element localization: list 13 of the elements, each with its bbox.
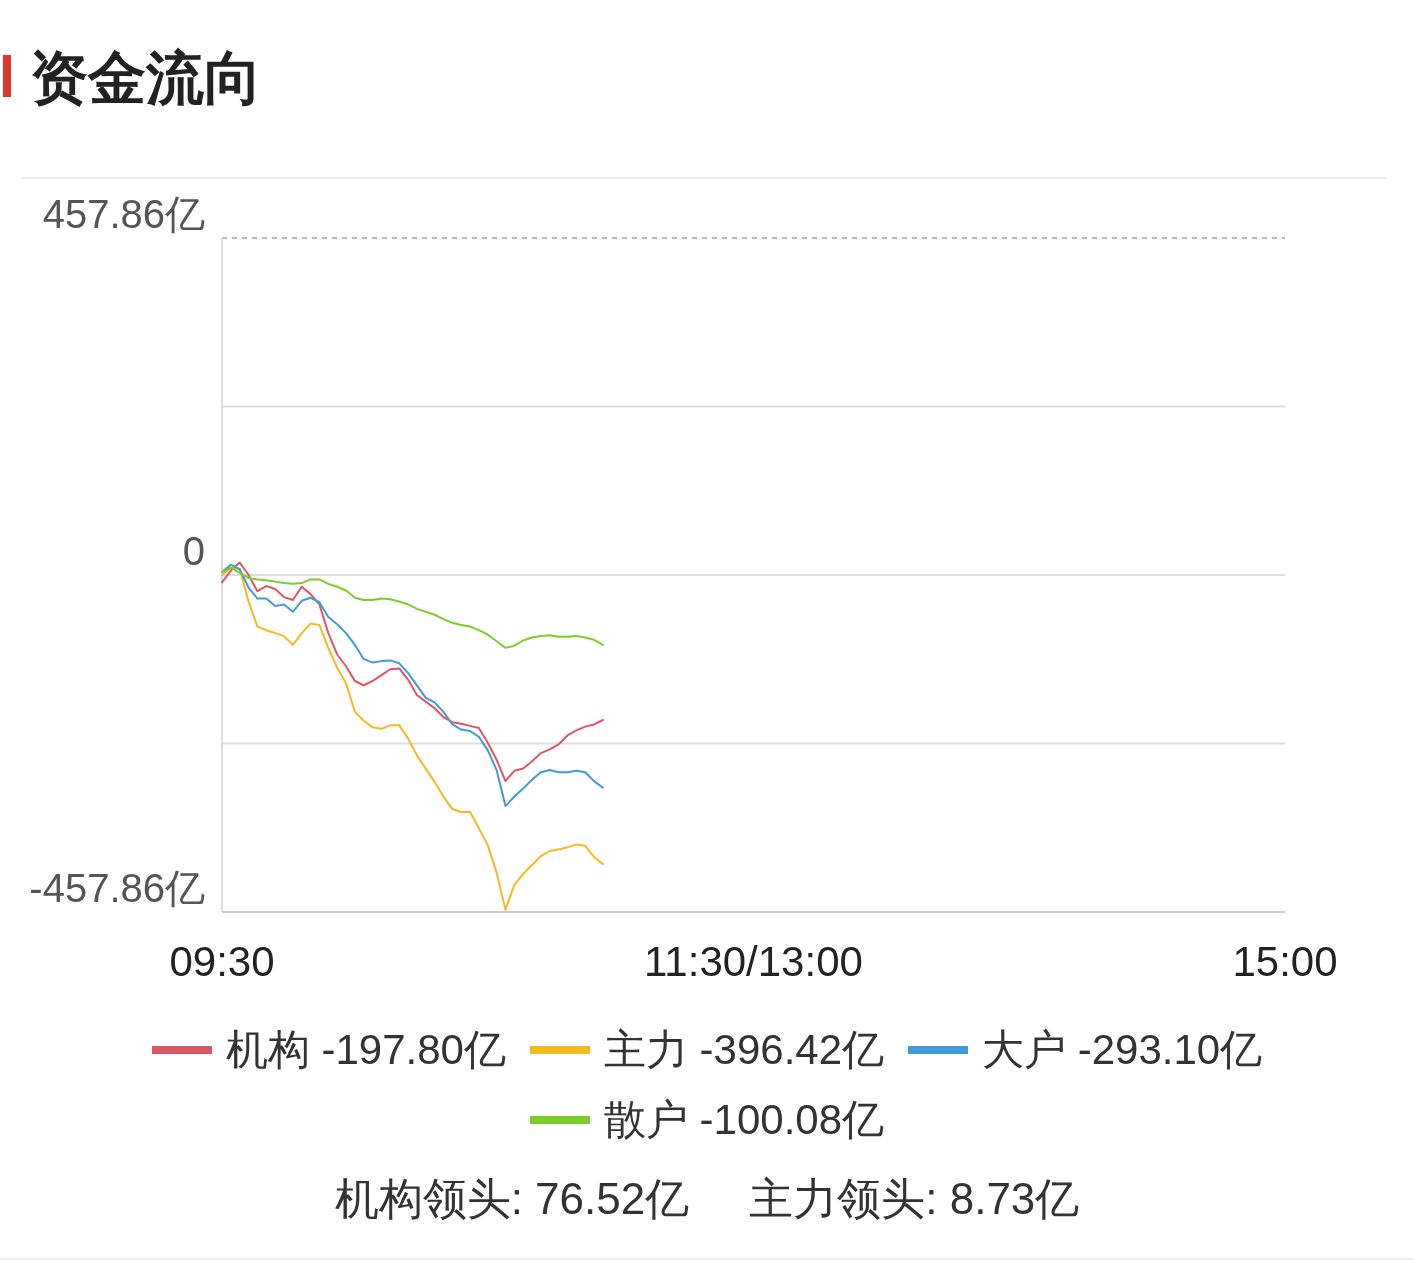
y-tick-label: 0 — [182, 529, 205, 573]
x-tick-label: 15:00 — [1232, 938, 1338, 985]
legend-label: 散户 -100.08亿 — [603, 1095, 885, 1145]
x-tick-label: 11:30/13:00 — [644, 938, 863, 985]
legend-label: 大户 -293.10亿 — [982, 1025, 1263, 1075]
text: 主力领头: 8.73亿 — [749, 1173, 1080, 1225]
legend-label: 机构 -197.80亿 — [225, 1025, 506, 1075]
y-tick-label: -457.86亿 — [29, 866, 205, 910]
legend-label: 主力 -396.42亿 — [603, 1025, 885, 1075]
text: 机构领头: 76.52亿 — [334, 1173, 690, 1225]
chart-title: 资金流向 — [30, 44, 262, 112]
y-tick-label: 457.86亿 — [42, 192, 205, 236]
x-tick-label: 09:30 — [169, 938, 275, 985]
